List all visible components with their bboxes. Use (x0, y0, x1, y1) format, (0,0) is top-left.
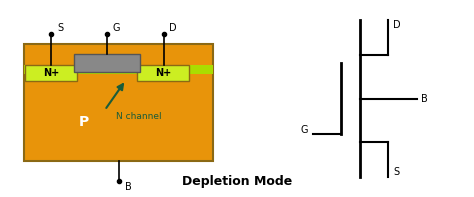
Text: N+: N+ (43, 68, 59, 78)
Bar (137, 65, 189, 81)
Bar (24, 44, 213, 161)
Text: N channel: N channel (117, 112, 162, 121)
Text: B: B (125, 182, 131, 192)
Text: B: B (421, 94, 428, 103)
Text: D: D (393, 20, 401, 30)
Bar (25, 65, 77, 81)
Text: D: D (169, 23, 177, 33)
Bar (74, 54, 140, 72)
Text: Depletion Mode: Depletion Mode (182, 176, 292, 189)
Text: N+: N+ (155, 68, 172, 78)
Text: P: P (78, 115, 89, 129)
Text: G: G (301, 125, 308, 135)
Text: G: G (113, 23, 120, 33)
Text: S: S (393, 167, 399, 177)
Bar (24, 65, 213, 74)
Text: S: S (57, 23, 63, 33)
